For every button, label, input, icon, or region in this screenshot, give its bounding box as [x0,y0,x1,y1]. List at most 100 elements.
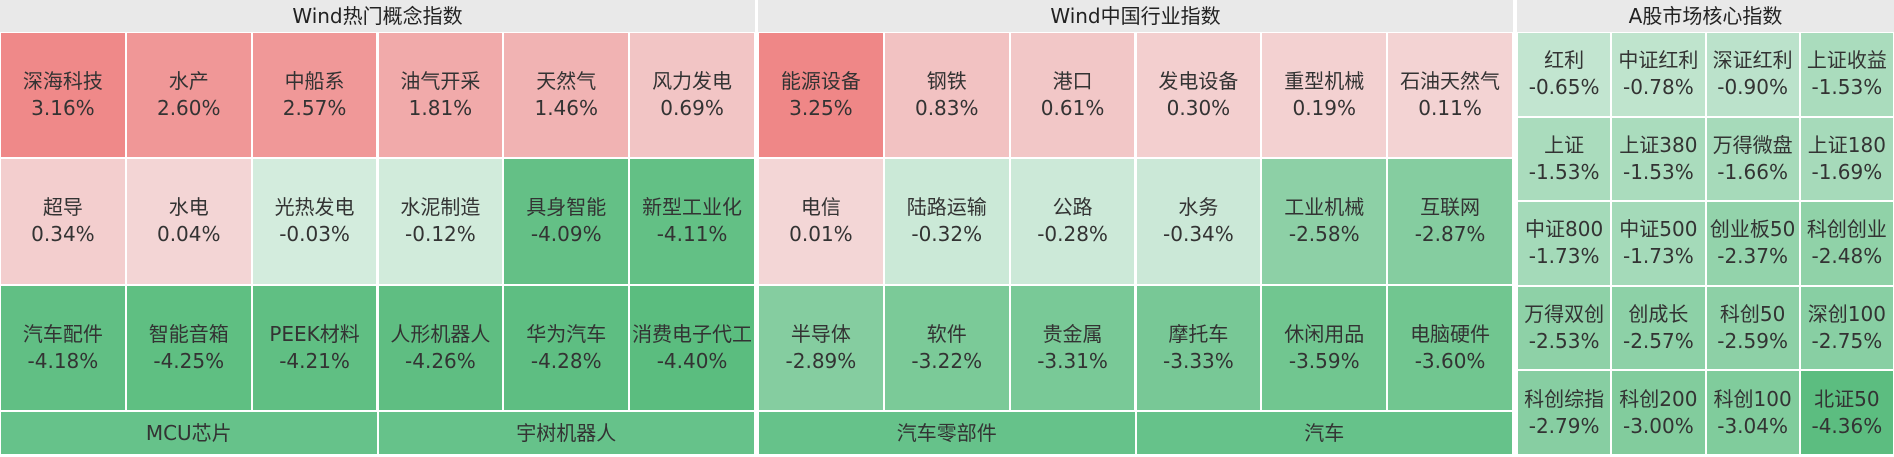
index-tile[interactable]: 具身智能 -4.09% [503,158,630,285]
index-tile[interactable]: 油气开采 1.81% [377,32,504,159]
index-tile[interactable]: 水务 -0.34% [1135,158,1262,285]
tile-value: 0.04% [156,222,221,247]
index-tile[interactable]: 消费电子代工 -4.40% [629,284,755,411]
index-tile[interactable]: 中船系 2.57% [251,32,378,159]
tile-name: 发电设备 [1158,69,1239,94]
index-tile[interactable]: 半导体 -2.89% [758,284,884,411]
tile-name: 上证收益 [1806,48,1887,73]
index-tile[interactable]: 上证380 -1.53% [1611,116,1706,202]
index-tile[interactable]: 上证收益 -1.53% [1799,32,1894,117]
tile-name: 人形机器人 [390,321,491,346]
tile-name: 水产 [168,69,209,94]
index-tile[interactable]: 中证红利 -0.78% [1611,32,1706,117]
footer-tile[interactable]: 宇树机器人 [377,411,755,455]
tile-value: -2.75% [1811,329,1883,354]
index-tile[interactable]: 新型工业化 -4.11% [629,158,755,285]
tile-value: -1.73% [1528,244,1600,269]
tile-name: 汽车配件 [22,321,103,346]
tile-name: 互联网 [1420,195,1481,220]
index-tile[interactable]: 贵金属 -3.31% [1009,284,1136,411]
index-tile[interactable]: 红利 -0.65% [1517,32,1612,117]
footer-tile[interactable]: 汽车零部件 [758,411,1136,455]
index-tile[interactable]: 科创100 -3.04% [1705,370,1800,455]
index-tile[interactable]: 人形机器人 -4.26% [377,284,504,411]
index-tile[interactable]: 上证180 -1.69% [1799,116,1894,202]
index-tile[interactable]: 华为汽车 -4.28% [503,284,630,411]
index-tile[interactable]: 石油天然气 0.11% [1387,32,1513,159]
tile-value: -1.69% [1811,159,1883,184]
panel: A股市场核心指数 红利 -0.65% 中证红利 -0.78% 深证红利 -0.90% 上证收益… [1517,0,1894,455]
index-tile[interactable]: 中证800 -1.73% [1517,201,1612,286]
index-tile[interactable]: 北证50 -4.36% [1799,370,1894,455]
tile-value: 0.01% [789,222,853,247]
index-tile[interactable]: 水泥制造 -0.12% [377,158,504,285]
tile-value: 0.19% [1292,96,1357,121]
tile-name: 中证红利 [1618,48,1699,73]
index-tile[interactable]: 水电 0.04% [125,158,252,285]
index-tile[interactable]: 科创创业 -2.48% [1799,201,1894,286]
index-tile[interactable]: 科创200 -3.00% [1611,370,1706,455]
index-tile[interactable]: 上证 -1.53% [1517,116,1612,202]
panel: Wind中国行业指数 能源设备 3.25% 钢铁 0.83% 港口 0.61% 发电设备 0.3… [758,0,1513,455]
index-tile[interactable]: 汽车配件 -4.18% [0,284,126,411]
index-tile[interactable]: 发电设备 0.30% [1135,32,1262,159]
index-tile[interactable]: 智能音箱 -4.25% [125,284,252,411]
index-tile[interactable]: 光热发电 -0.03% [251,158,378,285]
index-tile[interactable]: 港口 0.61% [1009,32,1136,159]
tile-name: 能源设备 [780,69,861,94]
tile-value: 0.61% [1040,96,1105,121]
index-tile[interactable]: 重型机械 0.19% [1261,32,1388,159]
tile-value: -1.53% [1811,75,1883,100]
tile-value: -3.04% [1717,413,1788,438]
index-tile[interactable]: 风力发电 0.69% [629,32,755,159]
index-tile[interactable]: 能源设备 3.25% [758,32,884,159]
tile-name: 电脑硬件 [1410,321,1491,346]
tile-value: -3.33% [1163,348,1234,373]
tile-value: -2.89% [785,348,857,373]
index-tile[interactable]: 万得双创 -2.53% [1517,285,1612,371]
index-tile[interactable]: 天然气 1.46% [503,32,630,159]
index-tile[interactable]: 公路 -0.28% [1009,158,1136,285]
tile-value: 2.60% [156,96,221,121]
tile-value: -2.37% [1717,244,1788,269]
index-tile[interactable]: 工业机械 -2.58% [1261,158,1388,285]
index-tile[interactable]: 摩托车 -3.33% [1135,284,1262,411]
tile-value: -4.18% [27,348,99,373]
index-tile[interactable]: 创业板50 -2.37% [1705,201,1800,286]
index-tile[interactable]: 深证红利 -0.90% [1705,32,1800,117]
tile-name: 科创200 [1619,386,1698,411]
tile-name: 油气开采 [400,69,481,94]
index-tile[interactable]: 休闲用品 -3.59% [1261,284,1388,411]
index-tile[interactable]: 超导 0.34% [0,158,126,285]
index-tile[interactable]: 深创100 -2.75% [1799,285,1894,371]
index-tile[interactable]: 钢铁 0.83% [883,32,1010,159]
tile-name: 光热发电 [274,195,355,220]
index-tile[interactable]: 软件 -3.22% [883,284,1010,411]
tile-value: 0.34% [31,222,95,247]
tile-name: 科创100 [1713,386,1792,411]
tile-name: 重型机械 [1284,69,1365,94]
index-tile[interactable]: 万得微盘 -1.66% [1705,116,1800,202]
tile-name: 万得微盘 [1712,132,1793,157]
footer-tile[interactable]: MCU芯片 [0,411,378,455]
index-tile[interactable]: 电脑硬件 -3.60% [1387,284,1513,411]
tile-name: 半导体 [790,321,851,346]
tile-name: 智能音箱 [148,321,229,346]
index-tile[interactable]: 互联网 -2.87% [1387,158,1513,285]
tile-value: 0.69% [660,96,724,121]
index-tile[interactable]: 深海科技 3.16% [0,32,126,159]
index-tile[interactable]: 中证500 -1.73% [1611,201,1706,286]
index-tile[interactable]: 水产 2.60% [125,32,252,159]
tile-value: -3.59% [1288,348,1360,373]
tile-value: -2.87% [1414,222,1486,247]
index-tile[interactable]: PEEK材料 -4.21% [251,284,378,411]
tile-name: 华为汽车 [526,321,607,346]
index-tile[interactable]: 电信 0.01% [758,158,884,285]
tile-value: -2.48% [1811,244,1883,269]
index-tile[interactable]: 科创50 -2.59% [1705,285,1800,371]
index-tile[interactable]: 陆路运输 -0.32% [883,158,1010,285]
tile-value: -2.59% [1717,329,1788,354]
footer-tile[interactable]: 汽车 [1135,411,1513,455]
index-tile[interactable]: 科创综指 -2.79% [1517,370,1612,455]
index-tile[interactable]: 创成长 -2.57% [1611,285,1706,371]
